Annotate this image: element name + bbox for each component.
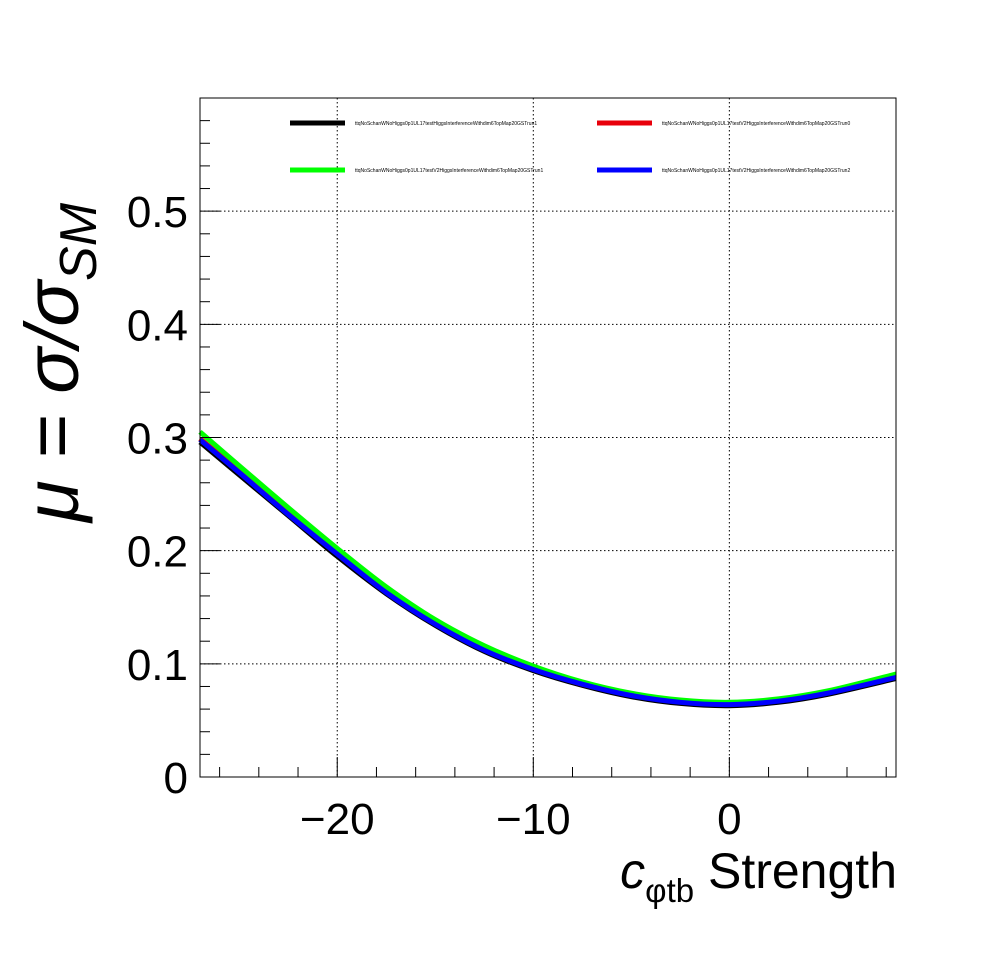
legend-label-3: ttqNoSchanWNoHiggs0p1UL17testV2HiggsInte… <box>355 168 543 174</box>
y-axis-title: μ = σ/σSM <box>10 202 108 524</box>
x-tick-label: −20 <box>300 795 375 844</box>
y-tick-label: 0.3 <box>127 415 188 464</box>
y-axis-title-main: μ = σ/σ <box>10 278 95 524</box>
series-lines <box>198 429 897 709</box>
legend-label-4: ttqNoSchanWNoHiggs0p1UL17testV2HiggsInte… <box>662 168 850 174</box>
y-tick-label: 0.1 <box>127 641 188 690</box>
y-tick-label: 0.4 <box>127 301 188 350</box>
x-tick-label: 0 <box>717 795 741 844</box>
x-axis-title-sub: φtb <box>645 872 694 909</box>
tick-labels: −20 −10 0 0 0.1 0.2 0.3 0.4 0.5 <box>127 188 742 844</box>
grid <box>200 98 896 777</box>
y-tick-label: 0.2 <box>127 528 188 577</box>
legend-label-2: ttqNoSchanWNoHiggs0p1UL17testV2HiggsInte… <box>662 121 850 127</box>
x-axis-title: cφtb Strength <box>620 843 897 909</box>
y-tick-label: 0 <box>164 754 188 803</box>
legend-label-1: ttqNoSchanWNoHiggs0p1UL17testHiggsInterf… <box>355 121 537 127</box>
series-line-4 <box>198 437 897 708</box>
x-tick-label: −10 <box>496 795 571 844</box>
x-axis-title-rest: Strength <box>694 843 897 899</box>
axis-ticks <box>200 97 887 778</box>
y-axis-title-sub: SM <box>50 202 108 281</box>
legend: ttqNoSchanWNoHiggs0p1UL17testHiggsInterf… <box>290 120 850 174</box>
x-axis-title-var: c <box>620 843 645 899</box>
y-tick-label: 0.5 <box>127 188 188 237</box>
